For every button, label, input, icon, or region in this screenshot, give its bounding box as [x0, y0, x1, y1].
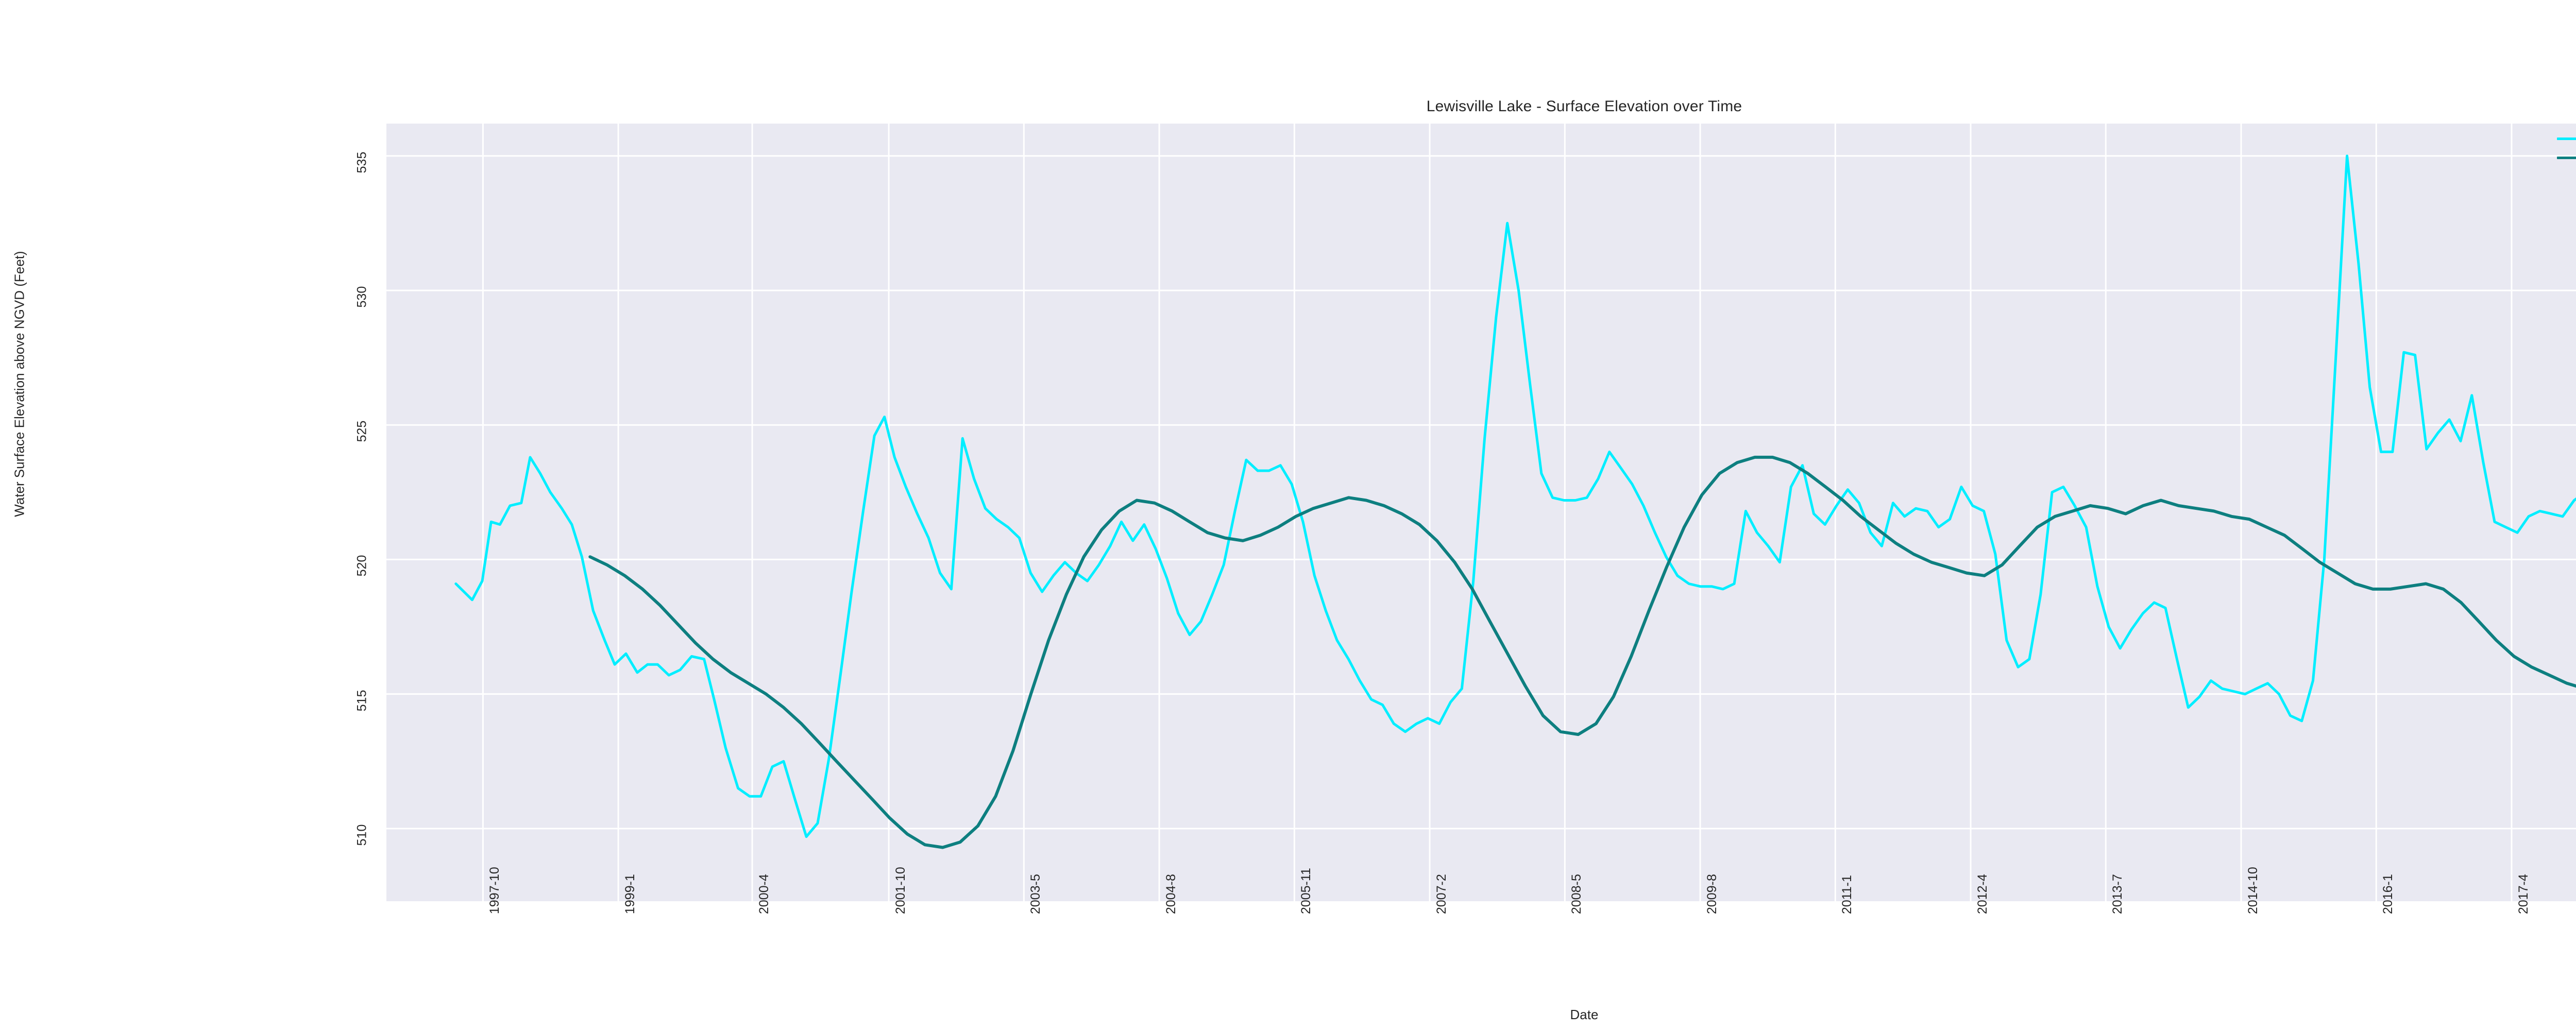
- x-tick-label: 2014-10: [2246, 867, 2261, 914]
- y-tick-label: 510: [354, 824, 369, 846]
- legend-item-1: Yearly Rolling Mean: [2556, 151, 2576, 164]
- data-series-layer: [454, 154, 2576, 849]
- y-tick-label: 530: [354, 286, 369, 308]
- x-tick-label: 2007-2: [1434, 874, 1449, 914]
- x-tick-label: 2004-8: [1164, 874, 1179, 914]
- y-tick-label: 525: [354, 420, 369, 442]
- x-tick-label: 2012-4: [1975, 874, 1990, 914]
- x-tick-label: 2000-4: [757, 874, 772, 914]
- chart-title: Lewisville Lake - Surface Elevation over…: [1426, 98, 1742, 115]
- legend-item-0: Daily Surface Elevation Reading: [2556, 132, 2576, 145]
- plot-area: Daily Surface Elevation Reading Yearly Ro…: [386, 124, 2576, 901]
- y-tick-label: 520: [354, 555, 369, 577]
- x-tick-label: 2017-4: [2516, 874, 2531, 914]
- x-tick-label: 2001-10: [893, 867, 908, 914]
- x-tick-label: 2013-7: [2110, 874, 2125, 914]
- series-line-0: [454, 154, 2576, 838]
- x-tick-label: 1997-10: [487, 867, 502, 914]
- series-line-1: [588, 455, 2576, 849]
- x-tick-label: 2003-5: [1028, 874, 1043, 914]
- x-tick-label: 2009-8: [1705, 874, 1720, 914]
- chart-legend: Daily Surface Elevation Reading Yearly Ro…: [2554, 130, 2576, 167]
- y-tick-label: 535: [354, 151, 369, 174]
- y-axis-label: Water Surface Elevation above NGVD (Feet…: [11, 251, 27, 517]
- x-tick-label: 2005-11: [1299, 868, 1314, 914]
- legend-swatch-0: [2556, 137, 2576, 140]
- x-tick-label: 2011-1: [1840, 875, 1855, 914]
- x-tick-label: 2008-5: [1569, 874, 1584, 914]
- gridlines: [386, 124, 2576, 901]
- x-tick-label: 1999-1: [623, 874, 638, 914]
- y-tick-label: 515: [354, 690, 369, 712]
- legend-swatch-1: [2556, 156, 2576, 159]
- x-tick-label: 2016-1: [2381, 874, 2396, 914]
- x-axis-label: Date: [1570, 1007, 1599, 1022]
